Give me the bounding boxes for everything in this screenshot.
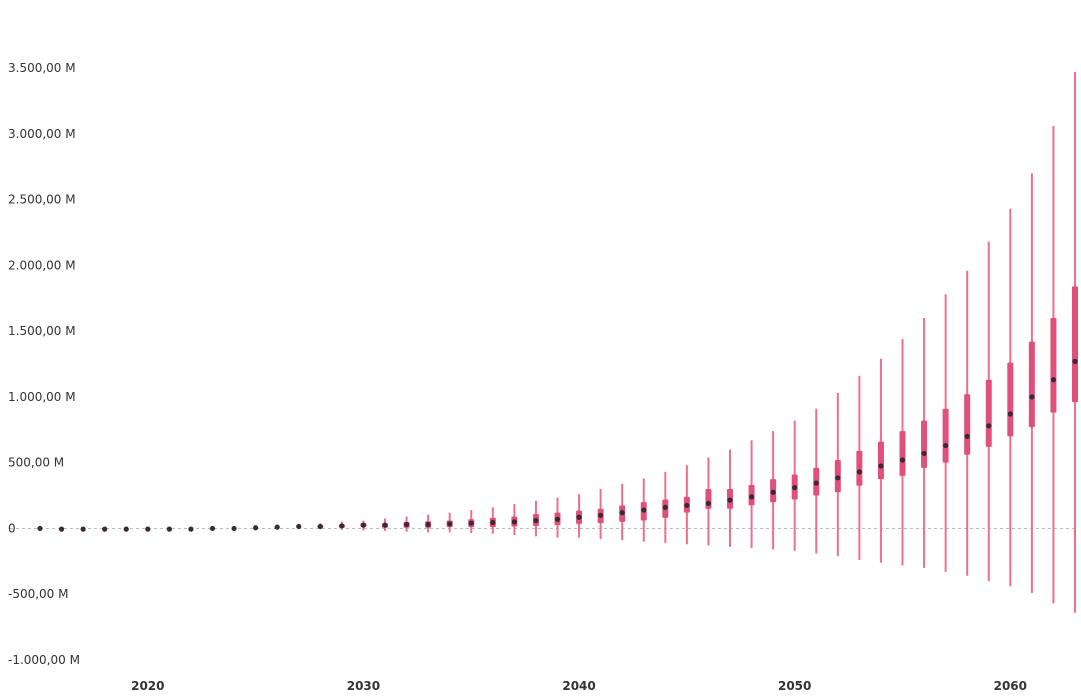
median-point <box>490 519 496 526</box>
median-point <box>447 521 453 527</box>
median-point <box>792 485 798 491</box>
iqr-box <box>856 450 863 486</box>
median-point <box>748 494 755 500</box>
median-point <box>662 504 668 510</box>
median-point <box>770 489 776 495</box>
median-point <box>317 523 323 530</box>
median-point <box>253 525 259 531</box>
whiskers-layer <box>211 71 1076 613</box>
median-point <box>878 463 884 469</box>
iqr-box <box>921 420 928 468</box>
iqr-box <box>899 431 906 476</box>
y-tick-label: 2.000,00 M <box>8 258 76 272</box>
iqr-box <box>1007 362 1014 437</box>
median-point <box>705 500 712 507</box>
median-point <box>1072 358 1078 364</box>
boxes-layer <box>317 286 1078 528</box>
y-tick-label: 3.500,00 M <box>8 61 76 75</box>
iqr-box <box>1028 341 1035 428</box>
median-point <box>102 526 108 532</box>
median-point <box>856 469 862 475</box>
median-point <box>835 475 841 481</box>
median-point <box>598 512 604 518</box>
x-tick-label: 2030 <box>347 679 380 693</box>
median-point <box>360 522 367 528</box>
median-point <box>1029 394 1035 400</box>
y-tick-label: 1.000,00 M <box>8 390 76 404</box>
median-point <box>641 507 647 513</box>
x-tick-label: 2020 <box>131 679 164 693</box>
median-point <box>37 525 43 532</box>
median-point <box>533 517 539 524</box>
median-point <box>123 526 129 532</box>
iqr-box <box>1072 286 1078 403</box>
iqr-box <box>1050 317 1057 413</box>
median-point <box>943 442 949 449</box>
y-tick-label: -500,00 M <box>8 587 69 601</box>
y-axis-ticks: -1.000,00 M -500,00 M 0 500,00 M 1.000,00 M 1… <box>8 61 80 667</box>
median-point <box>576 514 582 520</box>
median-point <box>166 526 172 532</box>
y-tick-label: 500,00 M <box>8 456 64 470</box>
x-axis-ticks: 2020 2030 2040 2050 2060 <box>131 679 1027 693</box>
medians-layer <box>37 358 1078 532</box>
median-point <box>684 502 690 509</box>
median-point <box>554 516 561 522</box>
median-point <box>511 519 517 525</box>
iqr-box <box>964 394 971 455</box>
median-point <box>231 525 237 532</box>
y-tick-label: 0 <box>8 521 16 535</box>
median-point <box>209 525 216 532</box>
median-point <box>986 423 992 429</box>
median-point <box>727 497 733 503</box>
iqr-box <box>985 379 992 447</box>
median-point <box>964 433 970 439</box>
median-point <box>813 480 819 486</box>
median-point <box>403 521 410 528</box>
median-point <box>145 526 151 532</box>
y-tick-label: 3.000,00 M <box>8 127 76 141</box>
median-point <box>382 522 388 528</box>
y-tick-label: 2.500,00 M <box>8 193 76 207</box>
median-point <box>899 457 906 463</box>
median-point <box>80 526 86 532</box>
median-point <box>468 520 474 526</box>
x-tick-label: 2060 <box>994 679 1027 693</box>
median-point <box>425 521 431 528</box>
x-tick-label: 2050 <box>778 679 811 693</box>
x-tick-label: 2040 <box>562 679 595 693</box>
y-tick-label: 1.500,00 M <box>8 324 76 338</box>
median-point <box>296 523 302 530</box>
median-point <box>1050 377 1057 383</box>
median-point <box>619 510 625 516</box>
median-point <box>339 523 345 529</box>
median-point <box>1007 411 1013 417</box>
iqr-box <box>942 408 949 463</box>
median-point <box>58 526 65 532</box>
iqr-box <box>877 441 884 480</box>
median-point <box>188 526 194 532</box>
median-point <box>921 450 927 457</box>
y-tick-label: -1.000,00 M <box>8 653 80 667</box>
median-point <box>274 524 280 530</box>
